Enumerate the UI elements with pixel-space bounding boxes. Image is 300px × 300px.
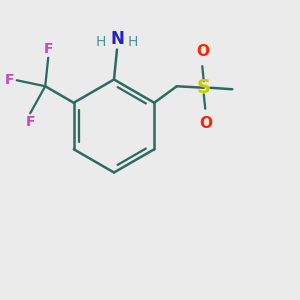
- Text: H: H: [128, 35, 138, 49]
- Text: O: O: [196, 44, 209, 59]
- Text: F: F: [44, 42, 53, 56]
- Text: O: O: [199, 116, 212, 131]
- Text: N: N: [110, 30, 124, 48]
- Text: F: F: [5, 73, 14, 87]
- Text: F: F: [26, 115, 35, 129]
- Text: S: S: [197, 78, 211, 97]
- Text: H: H: [95, 35, 106, 49]
